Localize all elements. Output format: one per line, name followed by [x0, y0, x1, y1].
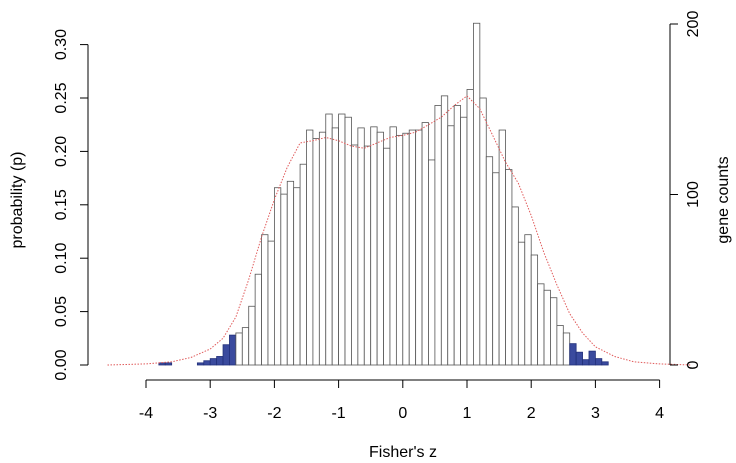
histogram-bar-tail: [164, 362, 173, 366]
histogram-bar: [466, 89, 474, 366]
histogram-bar: [280, 193, 288, 366]
histogram-bar: [306, 129, 314, 366]
histogram-bar: [331, 127, 339, 366]
histogram-bar-tail: [196, 362, 205, 366]
histogram-bar: [460, 116, 468, 366]
histogram-bar: [530, 254, 539, 366]
x-axis: -4 -3 -2 -1 0 1 2 3 4: [139, 379, 664, 422]
histogram-bar-tail: [601, 361, 609, 366]
x-tick-label: -1: [331, 405, 345, 422]
histogram-bar: [248, 305, 256, 366]
histogram-bar-tail: [216, 356, 224, 366]
histogram-bar-tail: [229, 334, 237, 366]
x-tick-label: 1: [463, 405, 472, 422]
histogram-bar: [479, 97, 487, 366]
histogram-bar: [562, 332, 571, 366]
histogram-bar: [524, 234, 532, 366]
y-tick-label: 0.10: [53, 243, 70, 274]
histogram-bar: [511, 206, 519, 366]
histogram-bar: [267, 240, 275, 366]
histogram-bar: [293, 187, 301, 366]
density-curve: [107, 95, 692, 366]
histogram-bar: [376, 131, 384, 366]
x-tick-label: 0: [398, 405, 407, 422]
histogram-bar: [550, 297, 558, 366]
x-tick-label: -3: [203, 405, 217, 422]
y-tick-label: 0.20: [53, 136, 70, 167]
histogram-bar: [408, 129, 417, 366]
histogram-bar: [370, 126, 378, 366]
histogram-bar: [440, 95, 449, 366]
y-tick-label: 0.30: [53, 29, 70, 60]
histogram-bar-tail: [582, 359, 590, 366]
y-tick-label: 0.00: [53, 349, 70, 380]
histogram-bar: [543, 289, 551, 366]
histogram-bar-tail: [595, 358, 603, 366]
histogram-bar: [421, 122, 429, 366]
histogram-bar: [351, 144, 359, 366]
histogram-bar: [357, 127, 365, 366]
y-tick-label: 0.05: [53, 296, 70, 327]
histogram-bar-tail: [575, 351, 583, 366]
histogram-bar-tail: [209, 358, 218, 366]
histogram-bar: [273, 187, 282, 366]
histogram-bar: [261, 234, 269, 366]
histogram-bar: [344, 116, 352, 366]
histogram-bar: [537, 283, 545, 366]
histogram-bar: [492, 172, 500, 366]
x-tick-label: 3: [591, 405, 600, 422]
y-axis-label-left: probability (p): [9, 152, 26, 249]
histogram-bar-tail: [588, 350, 596, 366]
histogram-bar: [318, 131, 327, 366]
histogram-bar: [505, 169, 513, 366]
histogram-bar: [415, 129, 423, 366]
y2-tick-label: 100: [685, 181, 702, 208]
histogram-bars: [158, 22, 609, 366]
histogram-bar: [498, 129, 506, 366]
histogram-bar: [312, 138, 320, 366]
histogram-bar: [363, 145, 372, 366]
histogram-bar: [402, 132, 410, 366]
histogram-bar: [383, 147, 391, 366]
histogram-bar: [235, 332, 243, 366]
x-axis-label: Fisher's z: [369, 444, 437, 461]
y2-tick-label: 0: [685, 360, 702, 369]
y-axis-left: 0.00 0.05 0.10 0.15 0.20 0.25 0.30: [53, 29, 89, 381]
histogram-bar: [485, 156, 494, 366]
histogram-bar: [254, 273, 262, 366]
histogram-bar-tail: [569, 343, 577, 366]
y-axis-label-right: gene counts: [715, 156, 732, 243]
histogram-bar: [395, 134, 404, 366]
histogram-bar: [434, 105, 442, 366]
histogram-bar: [517, 241, 526, 366]
y2-tick-label: 200: [685, 11, 702, 38]
y-tick-label: 0.15: [53, 189, 70, 220]
histogram-bar: [428, 159, 436, 366]
histogram-bar: [447, 125, 455, 366]
histogram-bar: [389, 126, 397, 366]
x-tick-label: 2: [527, 405, 536, 422]
x-tick-label: -4: [139, 405, 153, 422]
histogram-bar: [325, 113, 333, 366]
y-axis-right: 0 100 200: [669, 11, 702, 369]
histogram-bar: [338, 113, 346, 366]
histogram-bar-tail: [222, 344, 230, 366]
histogram-bar: [556, 325, 564, 366]
histogram-bar-tail: [203, 360, 211, 366]
histogram-bar: [286, 180, 295, 366]
y-tick-label: 0.25: [53, 82, 70, 113]
histogram-bar: [241, 327, 250, 366]
histogram-bar: [453, 105, 461, 366]
x-tick-label: 4: [655, 405, 664, 422]
histogram-bar: [299, 163, 307, 366]
x-tick-label: -2: [267, 405, 281, 422]
histogram-bar: [473, 22, 481, 366]
